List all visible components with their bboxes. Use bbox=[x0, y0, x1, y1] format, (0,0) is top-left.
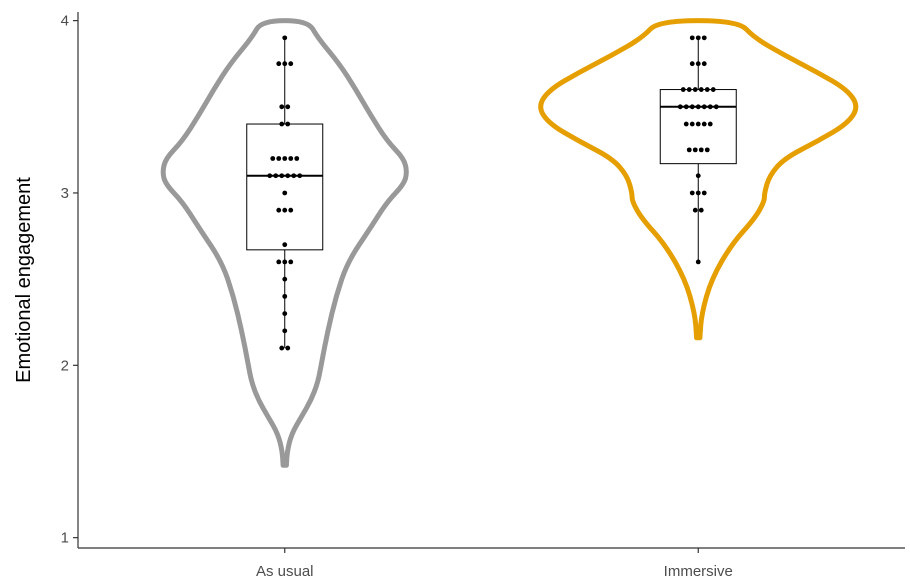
violin-outline bbox=[538, 18, 859, 341]
data-point bbox=[288, 207, 294, 213]
data-point bbox=[279, 173, 285, 179]
data-point bbox=[285, 121, 291, 127]
data-point bbox=[282, 242, 288, 248]
data-point bbox=[680, 87, 686, 92]
data-point bbox=[689, 190, 695, 196]
data-point bbox=[276, 259, 282, 265]
box-iqr bbox=[246, 123, 324, 251]
data-point bbox=[698, 207, 704, 213]
data-point bbox=[692, 87, 698, 92]
data-point bbox=[707, 121, 713, 127]
data-point bbox=[695, 259, 701, 265]
data-point bbox=[279, 104, 285, 110]
data-point bbox=[270, 156, 276, 161]
data-point bbox=[695, 190, 701, 196]
data-point bbox=[282, 311, 288, 317]
y-tick-label: 3 bbox=[61, 185, 69, 202]
data-point bbox=[276, 207, 282, 213]
y-tick-label: 1 bbox=[61, 530, 69, 547]
data-point bbox=[689, 61, 695, 67]
data-point bbox=[698, 87, 704, 92]
data-point bbox=[282, 293, 288, 299]
data-point bbox=[276, 156, 282, 161]
y-axis-label: Emotional engagement bbox=[13, 177, 35, 383]
data-point bbox=[291, 173, 297, 179]
data-point bbox=[285, 345, 291, 351]
data-point bbox=[276, 61, 282, 67]
data-point bbox=[701, 61, 707, 67]
data-point bbox=[710, 87, 716, 92]
x-tick-label: Immersive bbox=[664, 563, 733, 580]
data-point bbox=[698, 147, 704, 153]
data-point bbox=[285, 104, 291, 110]
data-point bbox=[683, 104, 689, 110]
data-point bbox=[279, 121, 285, 127]
data-point bbox=[279, 345, 285, 351]
data-point bbox=[713, 104, 719, 110]
data-point bbox=[689, 35, 695, 41]
data-point bbox=[282, 35, 288, 41]
data-point bbox=[282, 259, 288, 265]
data-point bbox=[288, 61, 294, 67]
data-point bbox=[282, 207, 288, 213]
data-point bbox=[695, 104, 701, 110]
data-point bbox=[288, 156, 294, 161]
data-point bbox=[273, 173, 279, 179]
data-point bbox=[704, 87, 710, 92]
y-tick-label: 4 bbox=[61, 13, 69, 30]
data-point bbox=[285, 173, 291, 179]
y-tick-label: 2 bbox=[61, 357, 69, 374]
data-point bbox=[695, 173, 701, 179]
data-point bbox=[267, 173, 273, 179]
data-point bbox=[701, 104, 707, 110]
data-point bbox=[689, 104, 695, 110]
data-point bbox=[692, 147, 698, 153]
data-point bbox=[282, 156, 288, 161]
data-point bbox=[695, 61, 701, 67]
data-point bbox=[282, 61, 288, 67]
data-point bbox=[692, 207, 698, 213]
data-point bbox=[282, 276, 288, 282]
data-point bbox=[695, 121, 701, 127]
data-point bbox=[701, 190, 707, 196]
data-point bbox=[701, 121, 707, 127]
data-point bbox=[297, 173, 303, 179]
data-point bbox=[695, 35, 701, 41]
data-point bbox=[701, 35, 707, 41]
axis-layer: Emotional engagement 1 2 3 4 As usual Immersi… bbox=[13, 12, 905, 580]
data-point bbox=[686, 147, 692, 153]
data-point bbox=[288, 259, 294, 265]
data-point bbox=[677, 104, 683, 110]
data-point bbox=[294, 156, 300, 161]
x-tick-label: As usual bbox=[256, 563, 314, 580]
violin-outline bbox=[160, 18, 409, 468]
data-point bbox=[707, 104, 713, 110]
data-point bbox=[282, 190, 288, 196]
data-point bbox=[683, 121, 689, 127]
data-point bbox=[282, 328, 288, 334]
data-point bbox=[686, 87, 692, 92]
box-iqr bbox=[659, 89, 737, 165]
data-point bbox=[704, 147, 710, 153]
plot-layer bbox=[160, 18, 859, 468]
data-point bbox=[689, 121, 695, 127]
